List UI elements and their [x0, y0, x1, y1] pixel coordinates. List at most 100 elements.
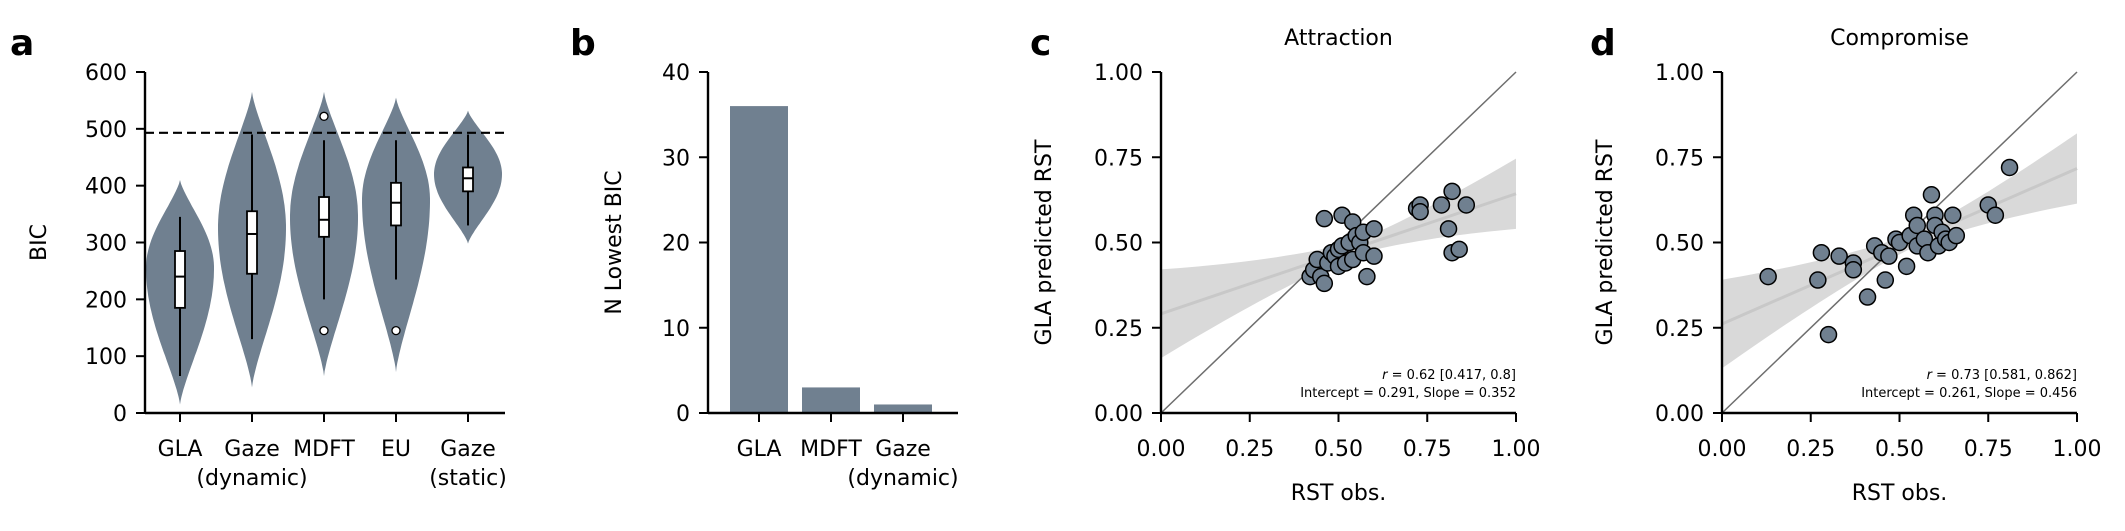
- y-tick-label: 0.50: [1655, 232, 1704, 257]
- data-point: [1358, 267, 1376, 286]
- data-point: [1457, 196, 1476, 214]
- x-tick-label: (dynamic): [847, 466, 958, 491]
- x-tick-label: 0.50: [1875, 437, 1924, 462]
- data-point: [1858, 288, 1877, 306]
- y-tick-label: 0.75: [1094, 146, 1143, 171]
- x-tick-label: 0.25: [1786, 437, 1835, 462]
- data-point: [1908, 216, 1926, 235]
- y-axis-title: GLA predicted RST: [1032, 139, 1057, 345]
- panel-d-scatter-chart: 0.00 0.00 0.25 0.25 0.50 0.50 0.75 0.75 1.00 1.00…: [1593, 26, 2101, 506]
- data-point: [1922, 186, 1941, 204]
- data-point: [2000, 158, 2019, 177]
- y-tick-label: 500: [85, 118, 127, 143]
- x-tick-label: 0.00: [1698, 437, 1747, 462]
- bar: [874, 404, 932, 413]
- panel-c-scatter-chart: 0.00 0.00 0.25 0.25 0.50 0.50 0.75 0.75 1.00 1.00…: [1032, 26, 1540, 506]
- y-tick-label: 300: [85, 232, 127, 257]
- y-tick-label: 0: [113, 402, 127, 427]
- y-tick-label: 0.00: [1655, 402, 1704, 427]
- y-tick-label: 400: [85, 175, 127, 200]
- x-tick-label: Gaze: [875, 437, 931, 462]
- bar: [802, 387, 860, 413]
- violin-outlier: [391, 325, 401, 336]
- data-point: [1432, 196, 1451, 214]
- y-axis-title: GLA predicted RST: [1593, 139, 1618, 345]
- x-tick-label: GLA: [158, 437, 203, 462]
- x-tick-label: Gaze: [440, 437, 496, 462]
- data-point: [1443, 182, 1461, 201]
- y-tick-label: 20: [662, 232, 690, 257]
- data-point: [1880, 247, 1898, 265]
- y-tick-label: 0.25: [1655, 317, 1704, 342]
- data-point: [1411, 203, 1429, 221]
- panel-b-bar-chart: GLA MDFT Gaze (dynamic) 0 10 20 30 40 N Lowest BI…: [602, 61, 959, 491]
- x-tick-label: EU: [381, 437, 411, 462]
- data-point: [1819, 325, 1838, 344]
- y-tick-label: 0.50: [1094, 232, 1143, 257]
- data-point: [1986, 206, 2005, 224]
- y-tick-label: 200: [85, 288, 127, 313]
- data-point: [1830, 247, 1848, 265]
- y-tick-label: 1.00: [1655, 61, 1704, 86]
- x-tick-label: 0.50: [1314, 437, 1363, 462]
- y-tick-label: 100: [85, 345, 127, 370]
- violin-iqr-box: [462, 166, 474, 193]
- chart-title: Compromise: [1830, 26, 1969, 51]
- data-point: [1759, 267, 1777, 286]
- x-tick-label: MDFT: [800, 437, 862, 462]
- y-tick-label: 10: [662, 317, 690, 342]
- y-tick-label: 0.75: [1655, 146, 1704, 171]
- x-tick-label: GLA: [737, 437, 782, 462]
- y-tick-label: 0: [676, 402, 690, 427]
- data-point: [1315, 209, 1334, 228]
- panel-letter-d: d: [1590, 23, 1616, 64]
- data-point: [1944, 206, 1962, 224]
- y-tick-label: 1.00: [1094, 61, 1143, 86]
- x-tick-label: 0.25: [1225, 437, 1274, 462]
- data-point: [1365, 247, 1383, 265]
- data-point: [1809, 271, 1827, 289]
- violin-outlier: [319, 111, 329, 121]
- violin-outlier: [319, 325, 329, 336]
- data-point: [1365, 220, 1383, 238]
- data-point: [1897, 257, 1916, 276]
- y-axis-title: N Lowest BIC: [602, 170, 627, 314]
- fit-annotation: Intercept = 0.261, Slope = 0.456: [1861, 386, 2077, 401]
- x-tick-label: 0.00: [1137, 437, 1186, 462]
- data-point: [1947, 226, 1966, 245]
- x-tick-label: (static): [429, 466, 507, 491]
- data-point: [1450, 240, 1468, 259]
- x-tick-label: MDFT: [293, 437, 355, 462]
- data-point: [1844, 261, 1863, 279]
- violin-iqr-box: [174, 250, 186, 309]
- y-tick-label: 0.00: [1094, 402, 1143, 427]
- y-tick-label: 40: [662, 61, 690, 86]
- y-tick-label: 0.25: [1094, 317, 1143, 342]
- x-tick-label: Gaze: [224, 437, 280, 462]
- data-point: [1315, 274, 1334, 293]
- data-point: [1876, 271, 1895, 289]
- bar: [730, 106, 788, 413]
- y-tick-label: 30: [662, 146, 690, 171]
- y-tick-label: 600: [85, 61, 127, 86]
- panel-a-violin-chart: GLA Gaze (dynamic) MDFT EU Gaze (static) 0 100 20…: [27, 61, 507, 491]
- violin-iqr-box: [318, 196, 330, 238]
- fit-annotation: Intercept = 0.291, Slope = 0.352: [1300, 386, 1516, 401]
- violin-iqr-box: [246, 210, 258, 275]
- chart-title: Attraction: [1284, 26, 1393, 51]
- panel-letter-a: a: [10, 23, 34, 64]
- correlation-annotation: r = 0.73 [0.581, 0.862]: [1927, 368, 2077, 383]
- data-point: [1812, 243, 1831, 262]
- x-tick-label: 1.00: [1492, 437, 1541, 462]
- x-tick-label: 0.75: [1964, 437, 2013, 462]
- correlation-annotation: r = 0.62 [0.417, 0.8]: [1382, 368, 1516, 383]
- panel-letter-b: b: [570, 23, 596, 64]
- data-point: [1439, 220, 1458, 238]
- x-tick-label: (dynamic): [196, 466, 307, 491]
- x-tick-label: 0.75: [1403, 437, 1452, 462]
- x-axis-title: RST obs.: [1852, 481, 1948, 506]
- y-axis-title: BIC: [27, 224, 52, 261]
- violin-iqr-box: [390, 181, 402, 227]
- x-tick-label: 1.00: [2053, 437, 2102, 462]
